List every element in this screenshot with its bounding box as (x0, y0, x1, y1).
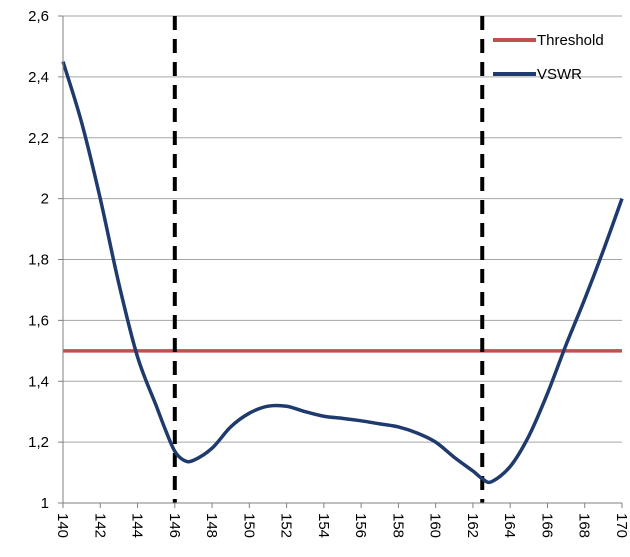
x-tick-label: 160 (427, 513, 444, 538)
x-tick-label: 140 (54, 513, 71, 538)
y-tick-label: 1,4 (28, 373, 49, 390)
x-tick-label: 146 (166, 513, 183, 538)
y-tick-labels: 1 1,2 1,4 1,6 1,8 2 2,2 2,4 2,6 (28, 8, 49, 512)
x-tick-label: 148 (203, 513, 220, 538)
legend-label: Threshold (537, 32, 604, 49)
legend: Threshold VSWR (493, 32, 604, 83)
x-tick-label: 154 (315, 513, 332, 538)
y-tick-label: 2 (41, 191, 49, 208)
x-tick-label: 164 (501, 513, 518, 538)
y-tick-label: 2,6 (28, 8, 49, 25)
x-tick-label: 168 (576, 513, 593, 538)
x-tick-label: 152 (278, 513, 295, 538)
x-tick-label: 144 (129, 513, 146, 538)
grid-layer (63, 15, 622, 504)
y-tick-label: 1,8 (28, 252, 49, 269)
x-tick-label: 162 (464, 513, 481, 538)
x-tick-label: 158 (389, 513, 406, 538)
y-tick-label: 1 (41, 495, 49, 512)
x-tick-labels: 140 142 144 146 148 150 152 154 156 158 160 162 164 1… (54, 513, 630, 538)
vswr-line (61, 61, 624, 485)
series-layer (61, 61, 624, 485)
x-tick-label: 156 (352, 513, 369, 538)
legend-label: VSWR (537, 66, 582, 83)
y-tick-label: 2,2 (28, 130, 49, 147)
y-tick-label: 1,6 (28, 312, 49, 329)
x-tick-label: 150 (240, 513, 257, 538)
y-tick-label: 1,2 (28, 434, 49, 451)
x-tick-label: 170 (613, 513, 630, 538)
x-tick-label: 166 (538, 513, 555, 538)
axis-layer (58, 15, 623, 508)
x-tick-label: 142 (91, 513, 108, 538)
vertical-marker-layer (172, 16, 485, 503)
y-tick-label: 2,4 (28, 69, 49, 86)
